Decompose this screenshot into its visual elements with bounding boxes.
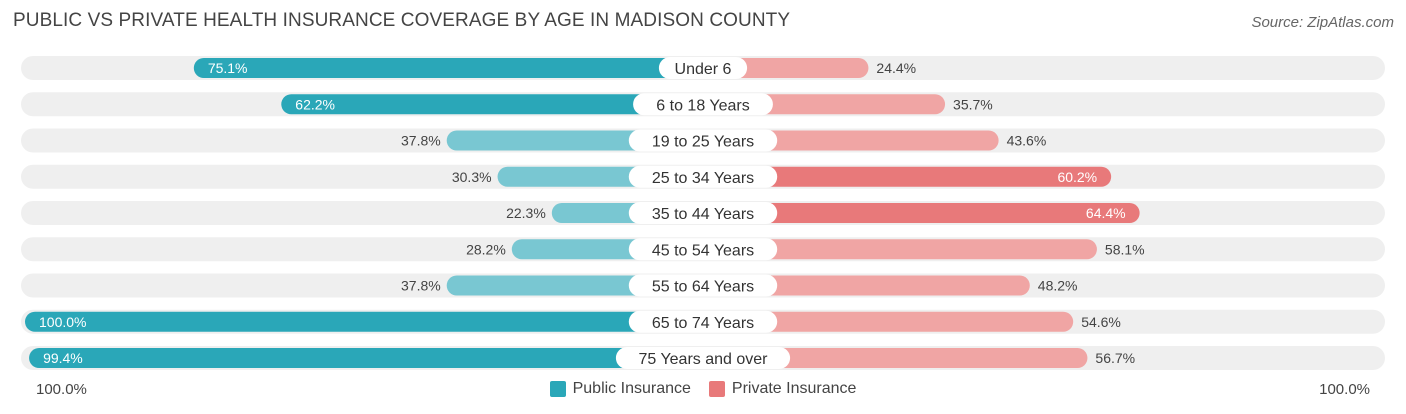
source-label: Source: ZipAtlas.com — [1251, 14, 1394, 31]
legend-item-public[interactable]: Public Insurance — [549, 380, 691, 398]
category-label: 6 to 18 Years — [656, 97, 749, 114]
category-pill — [658, 57, 748, 79]
private-bar — [703, 348, 1088, 368]
axis-left-label: 100.0% — [36, 381, 87, 398]
public-value-label: 100.0% — [39, 314, 86, 330]
private-bar — [703, 166, 1112, 187]
private-value-label: 43.6% — [1007, 133, 1047, 149]
category-pill — [628, 238, 778, 261]
category-label: 19 to 25 Years — [652, 134, 754, 151]
public-value-label: 75.1% — [208, 60, 248, 76]
public-bar — [281, 94, 703, 115]
legend-label-private: Private Insurance — [731, 380, 857, 397]
private-value-label: 48.2% — [1038, 278, 1078, 294]
private-value-label: 64.4% — [1086, 205, 1126, 221]
public-bar — [193, 58, 703, 78]
private-value-label: 56.7% — [1095, 350, 1135, 366]
legend: Public Insurance Private Insurance — [0, 380, 1406, 398]
public-bar — [25, 311, 703, 332]
private-value-label: 58.1% — [1105, 241, 1145, 257]
public-value-label: 22.3% — [506, 205, 546, 221]
category-label: 25 to 34 Years — [652, 170, 754, 187]
private-value-label: 35.7% — [953, 96, 993, 112]
category-label: Under 6 — [675, 61, 732, 78]
legend-swatch-private — [708, 381, 725, 397]
private-value-label: 24.4% — [876, 60, 916, 76]
private-bar — [703, 239, 1097, 260]
category-pill — [628, 274, 778, 297]
private-bar — [703, 275, 1030, 296]
category-pill — [615, 347, 791, 369]
private-bar — [703, 311, 1074, 332]
category-label: 35 to 44 Years — [652, 206, 754, 223]
category-pill — [628, 129, 778, 152]
category-pill — [628, 202, 778, 224]
category-pill — [633, 93, 773, 116]
category-pill — [628, 165, 778, 188]
private-bar — [703, 203, 1140, 223]
legend-item-private[interactable]: Private Insurance — [708, 380, 857, 398]
private-bar — [703, 130, 999, 151]
public-value-label: 30.3% — [452, 169, 492, 185]
public-bar — [29, 348, 704, 368]
private-value-label: 60.2% — [1057, 169, 1097, 185]
category-label: 45 to 54 Years — [652, 242, 754, 259]
public-value-label: 37.8% — [401, 278, 441, 294]
category-label: 75 Years and over — [639, 351, 769, 368]
public-value-label: 28.2% — [466, 241, 506, 257]
chart-title: PUBLIC VS PRIVATE HEALTH INSURANCE COVER… — [13, 10, 791, 31]
public-value-label: 62.2% — [295, 96, 335, 112]
private-value-label: 54.6% — [1081, 314, 1121, 330]
axis-right-label: 100.0% — [1319, 381, 1370, 398]
public-value-label: 37.8% — [401, 133, 441, 149]
public-value-label: 99.4% — [43, 350, 83, 366]
category-label: 65 to 74 Years — [652, 315, 754, 332]
legend-label-public: Public Insurance — [572, 380, 691, 397]
category-pill — [628, 310, 778, 333]
legend-swatch-public — [549, 381, 566, 397]
category-label: 55 to 64 Years — [652, 279, 754, 296]
